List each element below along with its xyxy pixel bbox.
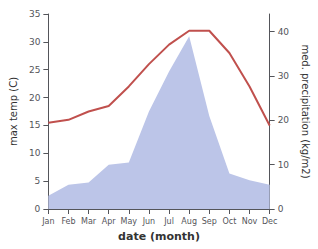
svg-text:Sep: Sep [202,217,217,226]
svg-text:max temp (C): max temp (C) [8,77,19,146]
svg-text:0: 0 [278,204,284,214]
svg-text:Dec: Dec [262,217,277,226]
svg-text:20: 20 [29,93,41,103]
svg-text:Jul: Jul [163,217,174,226]
svg-text:35: 35 [29,9,40,19]
svg-text:Feb: Feb [61,217,75,226]
svg-text:15: 15 [29,120,40,130]
svg-text:Mar: Mar [81,217,97,226]
svg-text:30: 30 [278,71,290,81]
svg-text:30: 30 [29,37,41,47]
svg-text:25: 25 [29,65,40,75]
svg-text:10: 10 [29,148,41,158]
svg-text:10: 10 [278,160,290,170]
svg-text:Nov: Nov [242,217,258,226]
svg-text:0: 0 [35,204,41,214]
svg-text:40: 40 [278,27,290,37]
svg-text:20: 20 [278,115,290,125]
svg-text:Jun: Jun [142,217,156,226]
svg-text:date (month): date (month) [118,230,200,243]
svg-text:Aug: Aug [181,217,197,226]
svg-text:med. precipitation (kg/m2): med. precipitation (kg/m2) [300,44,311,178]
svg-text:May: May [121,217,138,226]
svg-text:Oct: Oct [222,217,236,226]
svg-text:Jan: Jan [41,217,54,226]
svg-text:5: 5 [35,176,41,186]
svg-text:Apr: Apr [102,217,117,226]
